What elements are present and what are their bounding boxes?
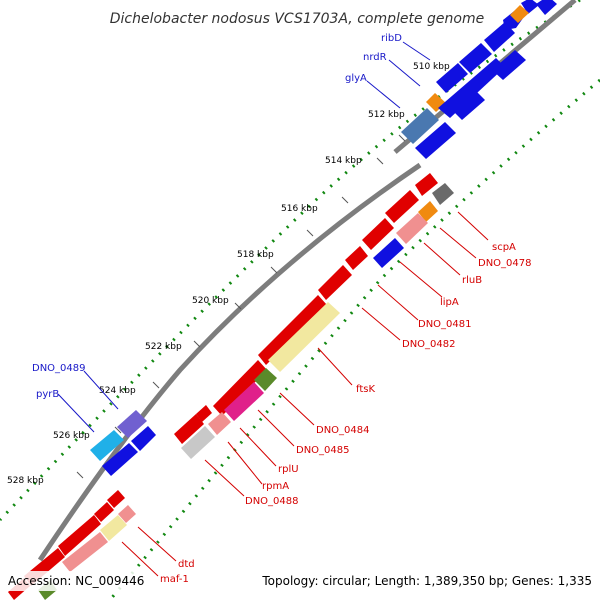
gene-reverse-pink-1[interactable] bbox=[396, 213, 428, 244]
gene-reverse-bottom-pink[interactable] bbox=[62, 532, 108, 572]
gene-label-pyrB[interactable]: pyrB bbox=[36, 389, 59, 400]
gene-forward-6[interactable] bbox=[436, 63, 468, 93]
gene-label-rpmA[interactable]: rpmA bbox=[262, 481, 289, 492]
gene-reverse-8[interactable] bbox=[196, 405, 212, 422]
reverse-gene-cluster-bottom bbox=[8, 490, 136, 600]
tick-mark bbox=[193, 340, 201, 348]
tick-label: 516 kbp bbox=[281, 204, 318, 214]
forward-gene-labels: ribD nrdR glyA DNO_0489 pyrB bbox=[32, 33, 402, 400]
label-leader-lines bbox=[57, 41, 489, 577]
tick-mark bbox=[306, 229, 314, 237]
gene-label-maf-1[interactable]: maf-1 bbox=[160, 574, 189, 585]
gene-label-DNO_0485[interactable]: DNO_0485 bbox=[296, 445, 350, 456]
gene-forward-9[interactable] bbox=[492, 50, 526, 80]
gene-forward-2[interactable] bbox=[521, 0, 539, 14]
gene-reverse-4[interactable] bbox=[345, 246, 368, 270]
gene-forward-10[interactable] bbox=[452, 90, 485, 120]
forward-gene-cluster-left bbox=[90, 410, 156, 476]
gene-forward-4[interactable] bbox=[484, 22, 515, 52]
gene-label-ribD[interactable]: ribD bbox=[381, 33, 402, 44]
genome-title: Dichelobacter nodosus VCS1703A, complete… bbox=[110, 11, 484, 27]
gene-reverse-gray[interactable] bbox=[432, 183, 454, 205]
gene-reverse-6[interactable] bbox=[258, 295, 327, 365]
tick-label: 526 kbp bbox=[53, 431, 90, 441]
genome-summary-text: Topology: circular; Length: 1,389,350 bp… bbox=[261, 574, 592, 588]
gene-reverse-pink-2[interactable] bbox=[208, 412, 231, 435]
gene-reverse-7[interactable] bbox=[213, 360, 267, 416]
tick-labels: 510 kbp 512 kbp 514 kbp 516 kbp 518 kbp 520 k… bbox=[7, 62, 450, 486]
tick-mark bbox=[234, 302, 242, 310]
gene-reverse-maf1-yellow[interactable] bbox=[100, 515, 127, 541]
gene-reverse-bottom-2[interactable] bbox=[94, 502, 114, 522]
gene-reverse-1[interactable] bbox=[415, 173, 438, 196]
tick-label: 520 kbp bbox=[192, 296, 229, 306]
gene-forward-7[interactable] bbox=[438, 58, 505, 118]
genome-backbone bbox=[37, 0, 577, 562]
tick-mark bbox=[398, 134, 406, 142]
gene-label-rluB[interactable]: rluB bbox=[462, 275, 482, 286]
gene-label-DNO_0484[interactable]: DNO_0484 bbox=[316, 425, 370, 436]
gene-reverse-green[interactable] bbox=[254, 368, 277, 391]
gene-reverse-lightgray[interactable] bbox=[181, 426, 215, 459]
tick-label: 512 kbp bbox=[368, 110, 405, 120]
gene-label-DNO_0478[interactable]: DNO_0478 bbox=[478, 258, 532, 269]
gene-forward-DNO_0489[interactable] bbox=[117, 410, 147, 438]
gene-reverse-orange[interactable] bbox=[418, 201, 438, 222]
gene-label-DNO_0481[interactable]: DNO_0481 bbox=[418, 319, 472, 330]
gene-forward-left-1[interactable] bbox=[131, 426, 156, 451]
gene-forward-left-2[interactable] bbox=[102, 443, 138, 476]
gene-label-scpA[interactable]: scpA bbox=[492, 242, 516, 253]
gene-label-DNO_0489[interactable]: DNO_0489 bbox=[32, 363, 86, 374]
accession-text: Accession: NC_009446 bbox=[8, 574, 144, 588]
gene-label-glyA[interactable]: glyA bbox=[345, 73, 367, 84]
accession-backdrop bbox=[0, 571, 150, 591]
tick-label: 510 kbp bbox=[413, 62, 450, 72]
tick-mark bbox=[152, 381, 160, 389]
tick-marks bbox=[76, 134, 406, 479]
gene-reverse-dtd-pink[interactable] bbox=[118, 505, 136, 523]
inner-tick-ring bbox=[108, 78, 600, 600]
gene-reverse-ftsK-yellow[interactable] bbox=[268, 302, 340, 372]
tick-label: 514 kbp bbox=[325, 156, 362, 166]
gene-forward-3[interactable] bbox=[536, 0, 557, 15]
tick-mark bbox=[376, 157, 384, 165]
tick-label: 518 kbp bbox=[237, 250, 274, 260]
tick-label: 522 kbp bbox=[145, 342, 182, 352]
gene-reverse-bottom-3[interactable] bbox=[58, 515, 101, 556]
gene-forward-8[interactable] bbox=[415, 122, 456, 159]
gene-label-lipA[interactable]: lipA bbox=[440, 297, 459, 308]
gene-label-rplU[interactable]: rplU bbox=[278, 464, 299, 475]
gene-label-DNO_0488[interactable]: DNO_0488 bbox=[245, 496, 299, 507]
gene-reverse-2[interactable] bbox=[385, 190, 419, 223]
tick-mark bbox=[114, 426, 122, 434]
gene-reverse-5[interactable] bbox=[318, 265, 352, 300]
gene-label-ftsK[interactable]: ftsK bbox=[356, 384, 375, 395]
gene-reverse-9[interactable] bbox=[174, 414, 204, 444]
gene-forward-steelblue[interactable] bbox=[401, 108, 439, 144]
reverse-gene-cluster-middle bbox=[174, 173, 454, 459]
gene-label-dtd[interactable]: dtd bbox=[178, 559, 195, 570]
forward-gene-cluster-top bbox=[401, 0, 557, 159]
gene-forward-5[interactable] bbox=[459, 43, 492, 73]
tick-label: 524 kbp bbox=[99, 386, 136, 396]
tick-label: 528 kbp bbox=[7, 476, 44, 486]
tick-mark bbox=[270, 266, 278, 274]
gene-reverse-bottom-1[interactable] bbox=[107, 490, 125, 508]
gene-forward-orange-1[interactable] bbox=[510, 5, 529, 23]
gene-reverse-magenta[interactable] bbox=[224, 382, 264, 421]
tick-mark bbox=[76, 471, 84, 479]
gene-forward-lipA-blue[interactable] bbox=[373, 238, 404, 268]
summary-backdrop bbox=[258, 571, 600, 591]
gene-label-DNO_0482[interactable]: DNO_0482 bbox=[402, 339, 456, 350]
gene-forward-pyrB[interactable] bbox=[90, 430, 124, 461]
gene-label-nrdR[interactable]: nrdR bbox=[363, 52, 387, 63]
reverse-gene-labels: scpA DNO_0478 rluB lipA DNO_0481 DNO_048… bbox=[160, 242, 532, 585]
tick-mark bbox=[341, 196, 349, 204]
gene-reverse-3[interactable] bbox=[362, 218, 394, 250]
